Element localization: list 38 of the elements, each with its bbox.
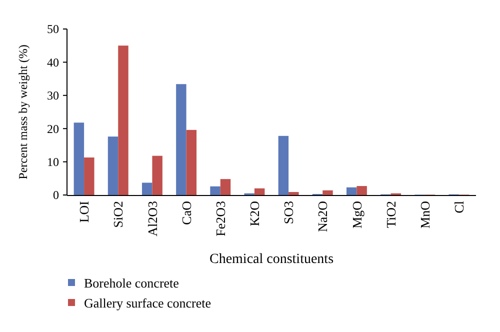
bar [84, 157, 94, 195]
bar [254, 188, 265, 195]
x-tick-label: CaO [178, 201, 194, 225]
bar [278, 136, 289, 195]
x-tick-label: MgO [349, 201, 364, 228]
bar [356, 186, 367, 195]
y-axis-title: Percent mass by weight (%) [16, 44, 30, 180]
x-tick-label: K2O [247, 201, 262, 226]
bar [186, 130, 197, 195]
bar [176, 84, 186, 195]
legend-label: Gallery surface concrete [84, 296, 212, 311]
x-tick-label: SiO2 [110, 201, 126, 228]
bar [118, 46, 128, 195]
y-tick-label: 50 [47, 22, 59, 36]
bar [322, 190, 333, 195]
y-tick-label: 10 [47, 155, 59, 169]
bar [288, 192, 299, 195]
x-tick-label: TiO2 [383, 201, 398, 228]
y-tick-label: 40 [47, 55, 59, 70]
x-tick-label: SO3 [281, 201, 296, 224]
y-tick-label: 30 [47, 88, 59, 103]
bar [74, 122, 84, 195]
x-tick-label: MnO [417, 201, 432, 228]
bar [142, 182, 152, 195]
x-tick-label: Cl [452, 200, 467, 214]
bar [210, 186, 220, 195]
x-tick-label: LOI [76, 201, 92, 223]
legend-label: Borehole concrete [84, 276, 180, 291]
x-axis-title: Chemical constituents [209, 252, 334, 267]
bar [108, 136, 118, 195]
bar [152, 156, 162, 195]
x-tick-label: Fe2O3 [212, 201, 228, 236]
bar [346, 187, 357, 195]
bar [220, 179, 231, 195]
y-tick-label: 0 [53, 188, 59, 202]
x-tick-label: Al2O3 [144, 201, 160, 236]
x-tick-label: Na2O [315, 201, 330, 232]
y-tick-label: 20 [47, 122, 59, 136]
